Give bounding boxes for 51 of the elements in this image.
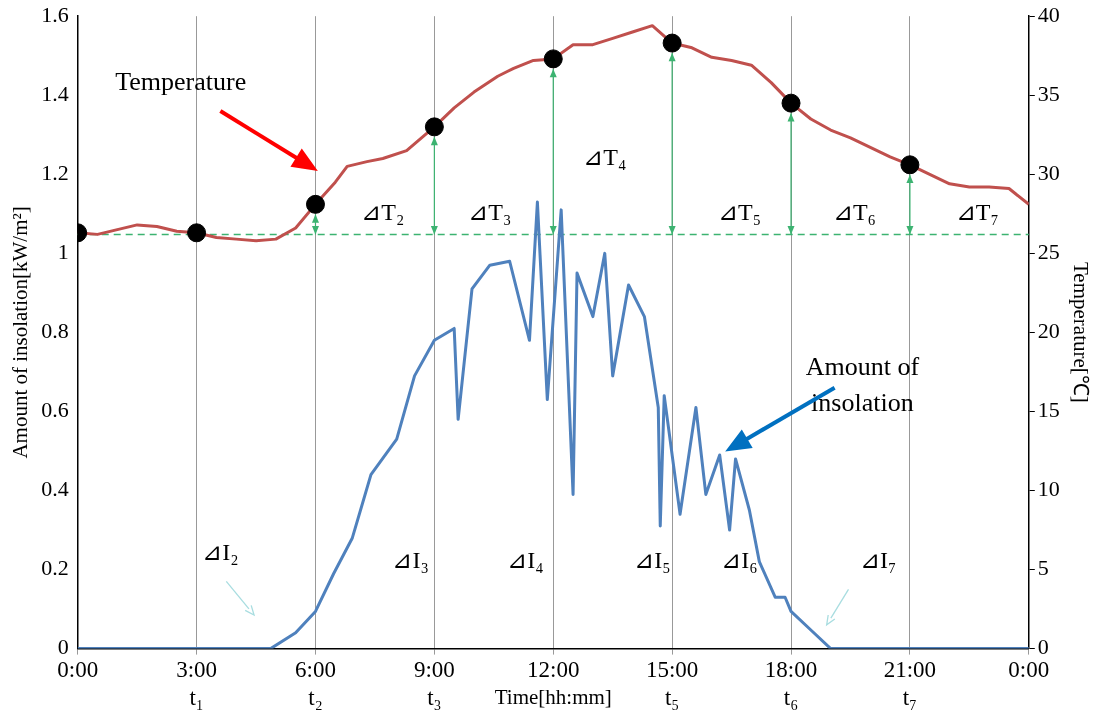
annotation: ⊿T₃ [468, 199, 512, 226]
y2-tick-label: 35 [1037, 81, 1060, 107]
annotation: Temperature [115, 67, 247, 97]
y-tick-label: 0.4 [41, 476, 69, 502]
annotation: ⊿I₇ [860, 546, 897, 573]
y-tick-label: 0.6 [41, 397, 69, 423]
annotation: ⊿T₇ [955, 199, 999, 226]
y2-tick-label: 40 [1037, 1, 1060, 27]
x-tick-label: 12:00 [527, 657, 580, 683]
x-tick-label: 15:00 t₅ [645, 657, 699, 711]
x-tick-label: 0:00 [1008, 657, 1050, 683]
y2-axis-title: Temperature[℃] [1068, 262, 1093, 403]
y2-tick-label: 15 [1037, 397, 1060, 423]
y2-tick-label: 0 [1037, 634, 1049, 660]
x-tick-label: 18:00 t₆ [764, 657, 818, 711]
annotation: ⊿I₆ [721, 546, 758, 573]
annotation: ⊿T₅ [717, 199, 762, 226]
point [781, 93, 801, 113]
y-tick-label: 1.6 [41, 1, 69, 27]
y-axis-title: Amount of insolation[kW/m²] [8, 206, 33, 459]
x-tick-label: 3:00 t₁ [176, 657, 218, 711]
point [424, 117, 444, 137]
y-tick-label: 1 [57, 239, 69, 265]
annotation: ⊿T₆ [832, 199, 876, 226]
annotation: ⊿I₃ [392, 546, 429, 573]
y-tick-label: 0 [57, 634, 69, 660]
y2-tick-label: 5 [1037, 555, 1049, 581]
annotation: ⊿I₅ [634, 546, 671, 573]
y2-tick-label: 10 [1037, 476, 1060, 502]
y-tick-label: 0.2 [41, 555, 69, 581]
point [543, 49, 563, 69]
y2-tick-label: 25 [1037, 239, 1060, 265]
point [900, 155, 920, 175]
point [187, 223, 207, 243]
annotation: ⊿I₂ [202, 539, 239, 566]
x-tick-label: 9:00 t₃ [413, 657, 455, 711]
x-tick-label: 0:00 [57, 657, 99, 683]
y2-tick-label: 30 [1037, 160, 1060, 186]
x-tick-label: 21:00 t₇ [883, 657, 937, 711]
annotation: Amount of insolation [805, 351, 920, 417]
annotation: ⊿T₂ [361, 199, 405, 226]
annotation: ⊿T₄ [583, 143, 627, 170]
y2-tick-label: 20 [1037, 318, 1060, 344]
y-tick-label: 1.2 [41, 160, 69, 186]
x-axis-title: Time[hh:mm] [494, 684, 612, 709]
y-tick-label: 0.8 [41, 318, 69, 344]
point [662, 33, 682, 53]
x-tick-label: 6:00 t₂ [295, 657, 336, 711]
annotation: ⊿I₄ [507, 546, 544, 573]
point [305, 194, 325, 214]
y-tick-label: 1.4 [41, 81, 69, 107]
